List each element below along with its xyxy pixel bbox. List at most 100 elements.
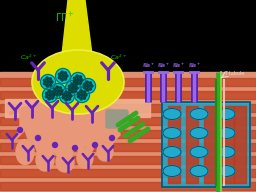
- Circle shape: [76, 83, 78, 85]
- Circle shape: [58, 76, 61, 79]
- Circle shape: [43, 82, 46, 85]
- Bar: [0, 78, 256, 86]
- Circle shape: [54, 88, 56, 91]
- Ellipse shape: [217, 166, 235, 176]
- Circle shape: [65, 91, 67, 94]
- Bar: [0, 72, 256, 192]
- Circle shape: [86, 81, 88, 84]
- Circle shape: [45, 92, 48, 94]
- Text: $Na^+$: $Na^+$: [189, 61, 201, 70]
- Circle shape: [89, 88, 92, 90]
- Circle shape: [59, 93, 62, 95]
- Bar: [0, 117, 256, 125]
- Circle shape: [68, 92, 71, 94]
- Circle shape: [36, 136, 40, 141]
- Ellipse shape: [163, 166, 181, 176]
- Circle shape: [68, 89, 71, 91]
- Circle shape: [64, 78, 67, 80]
- Circle shape: [62, 75, 65, 77]
- Bar: [162, 102, 250, 187]
- Circle shape: [17, 127, 23, 132]
- Circle shape: [83, 83, 86, 86]
- Text: $\mathit{\Gamma\Gamma^+}$: $\mathit{\Gamma\Gamma^+}$: [55, 11, 74, 24]
- Bar: [204, 106, 216, 183]
- Polygon shape: [10, 103, 120, 165]
- Text: T tubule: T tubule: [224, 71, 244, 76]
- Text: $Na^+$: $Na^+$: [142, 61, 155, 70]
- Ellipse shape: [36, 149, 54, 171]
- Circle shape: [56, 94, 58, 96]
- Circle shape: [43, 79, 46, 82]
- Circle shape: [61, 79, 63, 81]
- Circle shape: [89, 82, 92, 84]
- Circle shape: [46, 77, 48, 79]
- Circle shape: [52, 142, 58, 147]
- Circle shape: [49, 84, 51, 86]
- Ellipse shape: [163, 127, 181, 138]
- Text: $Na^+$: $Na^+$: [188, 61, 201, 70]
- Circle shape: [51, 91, 54, 93]
- Circle shape: [56, 69, 70, 84]
- Circle shape: [80, 98, 82, 100]
- Circle shape: [49, 94, 51, 96]
- Circle shape: [83, 97, 86, 99]
- Circle shape: [42, 88, 58, 103]
- Bar: [168, 106, 180, 183]
- Circle shape: [83, 91, 86, 93]
- Text: $\mathit{Ca}^{2+}$: $\mathit{Ca}^{2+}$: [20, 53, 37, 62]
- Circle shape: [48, 98, 50, 100]
- Ellipse shape: [16, 140, 34, 165]
- Bar: [5, 99, 150, 117]
- Circle shape: [54, 91, 56, 94]
- Circle shape: [64, 72, 67, 74]
- Bar: [222, 106, 234, 183]
- Bar: [0, 130, 256, 138]
- Ellipse shape: [190, 108, 208, 119]
- Circle shape: [81, 79, 83, 81]
- Circle shape: [66, 95, 68, 97]
- Circle shape: [45, 95, 48, 98]
- Bar: [234, 106, 246, 183]
- Ellipse shape: [190, 127, 208, 138]
- Circle shape: [71, 83, 73, 85]
- Circle shape: [81, 94, 83, 96]
- Circle shape: [51, 81, 53, 83]
- Ellipse shape: [77, 148, 93, 168]
- Ellipse shape: [190, 166, 208, 176]
- Circle shape: [71, 90, 73, 93]
- Circle shape: [74, 88, 90, 103]
- Circle shape: [92, 142, 98, 147]
- Circle shape: [46, 84, 48, 87]
- Circle shape: [79, 76, 82, 78]
- Text: $\mathit{Ca}^{2+}$: $\mathit{Ca}^{2+}$: [110, 53, 127, 62]
- Bar: [0, 143, 256, 151]
- Circle shape: [62, 93, 65, 96]
- Circle shape: [77, 95, 80, 98]
- Circle shape: [76, 87, 78, 89]
- Bar: [0, 91, 256, 99]
- Circle shape: [72, 87, 74, 89]
- Ellipse shape: [97, 143, 113, 161]
- Circle shape: [47, 81, 49, 83]
- Circle shape: [65, 98, 67, 101]
- Circle shape: [73, 77, 76, 79]
- Circle shape: [84, 94, 87, 96]
- Circle shape: [51, 97, 54, 99]
- Ellipse shape: [217, 127, 235, 138]
- Circle shape: [87, 85, 89, 87]
- Ellipse shape: [163, 108, 181, 119]
- Circle shape: [58, 73, 61, 75]
- Bar: [0, 156, 256, 164]
- Circle shape: [110, 136, 114, 141]
- Circle shape: [62, 96, 65, 99]
- Circle shape: [76, 75, 78, 78]
- Text: $Na^+$: $Na^+$: [158, 61, 170, 70]
- Circle shape: [74, 90, 77, 92]
- Circle shape: [70, 95, 72, 97]
- Circle shape: [48, 90, 50, 93]
- Circle shape: [61, 90, 63, 92]
- Circle shape: [86, 89, 88, 91]
- Text: $Na^+$: $Na^+$: [157, 61, 170, 70]
- Circle shape: [66, 80, 80, 95]
- Text: $Na^+$: $Na^+$: [173, 61, 185, 70]
